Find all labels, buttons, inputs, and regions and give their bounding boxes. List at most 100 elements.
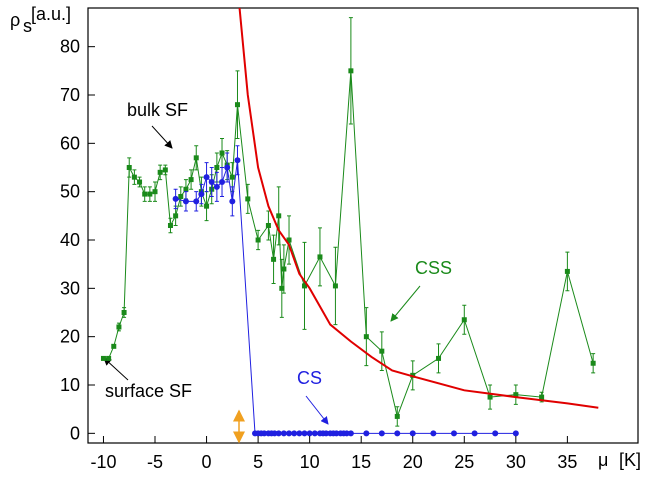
marker [291,430,298,437]
marker [306,430,313,437]
marker [590,360,596,366]
marker [275,430,282,437]
marker [280,430,287,437]
marker [332,283,338,289]
marker [311,430,318,437]
marker [333,430,340,437]
y-tick-label: 0 [70,423,80,443]
marker [347,430,354,437]
marker [261,430,268,437]
marker [131,174,137,180]
marker [394,430,401,437]
marker [182,198,189,205]
x-tick-label: 0 [202,452,212,472]
y-tick-label: 70 [60,85,80,105]
y-tick-label: 40 [60,230,80,250]
y-label-unit: [a.u.] [31,4,71,24]
marker [271,256,277,262]
marker [255,237,261,243]
marker [162,167,168,173]
x-tick-label: 35 [557,452,577,472]
annotation-arrow [390,285,421,322]
x-tick-label: 15 [351,452,371,472]
annotation-arrow [151,125,173,149]
marker [348,68,354,74]
marker [286,430,293,437]
series-label: CSS [415,258,452,278]
marker [296,430,303,437]
marker [492,430,499,437]
series-line [103,70,594,419]
marker [301,430,308,437]
marker [208,179,215,185]
annotation-arrow [305,395,329,425]
marker [204,203,210,209]
marker [229,198,236,205]
marker [343,430,350,437]
marker [152,189,158,195]
marker [512,430,519,437]
y-label-subscript: s [23,16,32,36]
marker [539,394,545,400]
y-tick-label: 80 [60,37,80,57]
marker [564,268,570,274]
marker [183,186,189,192]
marker [471,430,478,437]
marker [363,430,370,437]
annotation-arrow [103,357,129,381]
y-tick-label: 20 [60,327,80,347]
marker [323,430,330,437]
x-tick-label: 25 [454,452,474,472]
marker [106,355,112,361]
marker [378,430,385,437]
x-tick-label: -10 [90,452,116,472]
marker [461,317,467,323]
marker [265,223,271,228]
marker [450,430,457,437]
y-tick-label: 50 [60,182,80,202]
marker [203,174,210,181]
marker [188,177,194,183]
marker [436,355,442,361]
marker [142,191,148,197]
marker [167,223,173,228]
annotation: surface SF [105,381,192,401]
marker [281,266,287,272]
marker [271,430,278,437]
series-label: CS [297,368,322,388]
marker [157,169,163,175]
marker [214,165,220,170]
marker [394,413,400,419]
marker [147,191,153,197]
y-tick-label: 60 [60,133,80,153]
y-tick-label: 10 [60,375,80,395]
marker [219,150,225,156]
marker [178,194,184,199]
y-tick-label: 30 [60,278,80,298]
marker [430,430,437,437]
marker [279,285,285,291]
plot-area [100,8,599,437]
marker [301,283,307,289]
marker [409,430,416,437]
marker [193,198,200,205]
marker [224,164,231,171]
marker [363,334,369,340]
marker [193,155,199,161]
annotation: bulk SF [127,100,188,120]
x-tick-label: -5 [147,452,163,472]
marker [379,348,385,354]
x-tick-label: 20 [403,452,423,472]
marker [198,191,205,198]
marker [276,213,282,219]
marker [234,157,241,164]
marker [173,213,179,219]
marker [121,310,127,315]
marker [100,355,106,361]
marker [487,394,493,400]
x-label-unit: [K] [619,450,641,470]
x-tick-label: 30 [506,452,526,472]
marker [172,195,179,202]
marker [513,392,519,398]
